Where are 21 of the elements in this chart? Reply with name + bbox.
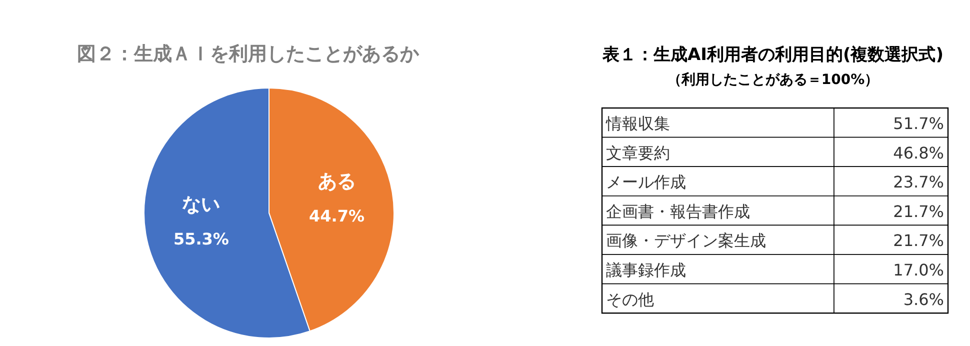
text: 23.7% bbox=[893, 172, 944, 192]
category-label: 情報収集 bbox=[605, 114, 670, 133]
text: 3.6% bbox=[903, 290, 944, 309]
text: 21.7% bbox=[893, 202, 944, 221]
category-label: 議事録作成 bbox=[606, 260, 686, 280]
data-label: 55.3% bbox=[173, 229, 229, 248]
text: 46.8% bbox=[893, 143, 944, 162]
category-label: メール作成 bbox=[606, 172, 686, 192]
category-label: 画像・デザイン案生成 bbox=[606, 231, 766, 250]
chart-title: 図２：生成ＡＩを利用したことがあるか bbox=[77, 43, 420, 65]
category-label: 企画書・報告書作成 bbox=[606, 202, 750, 221]
text: 表１：生成AI利用者の利用目的(複数選択式) bbox=[601, 45, 944, 65]
text: （利用したことがある＝100%） bbox=[667, 72, 879, 88]
data-label: 44.7% bbox=[309, 206, 365, 226]
text: 17.0% bbox=[893, 260, 944, 280]
slice-label: ない bbox=[182, 193, 220, 216]
slice-label: ある bbox=[318, 170, 356, 193]
category-label: その他 bbox=[606, 290, 654, 309]
text: 21.7% bbox=[893, 231, 944, 250]
category-label: 文章要約 bbox=[606, 143, 670, 162]
text: 51.7% bbox=[893, 114, 944, 133]
